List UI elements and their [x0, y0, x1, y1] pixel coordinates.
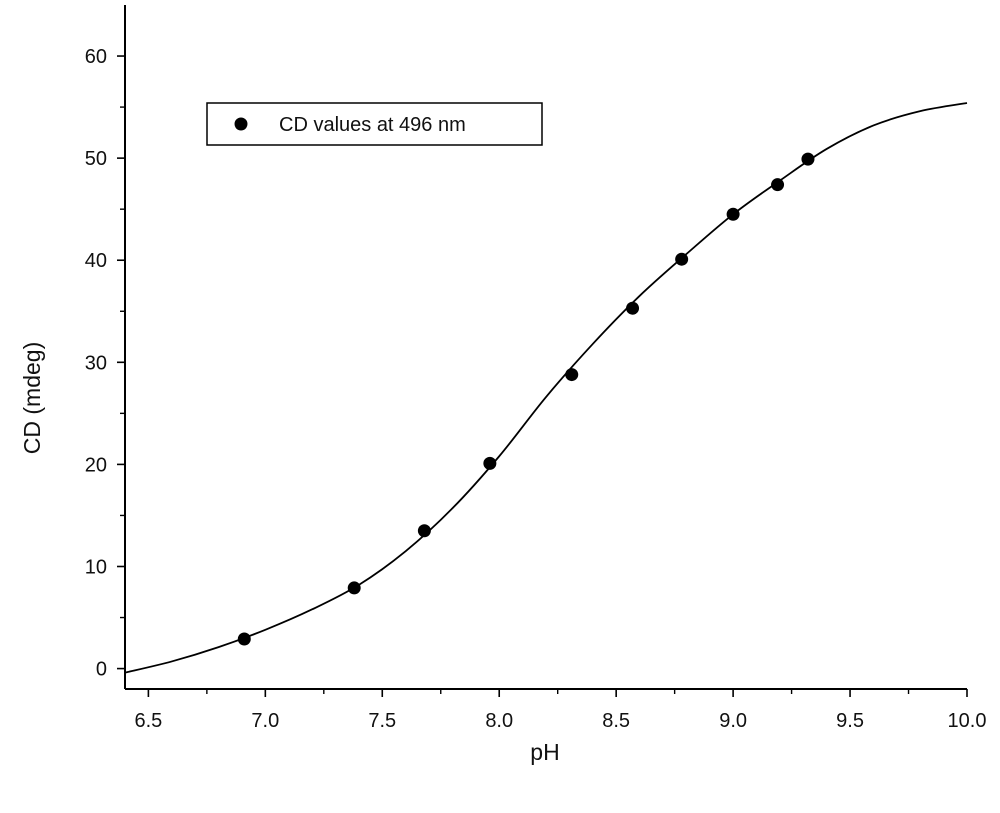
x-tick-label: 10.0	[948, 710, 987, 732]
legend-box	[206, 102, 543, 146]
data-point	[347, 581, 361, 595]
data-point	[565, 368, 579, 382]
y-tick-label: 30	[85, 352, 107, 374]
x-axis-title: pH	[530, 739, 559, 765]
x-tick-label: 8.5	[602, 710, 630, 732]
y-tick-label: 0	[96, 659, 107, 681]
y-tick-label: 50	[85, 148, 107, 170]
x-tick-label: 6.5	[134, 710, 162, 732]
y-tick-label: 60	[85, 46, 107, 68]
legend: CD values at 496 nm	[206, 102, 543, 146]
data-point	[237, 632, 251, 646]
x-tick-label: 9.5	[836, 710, 864, 732]
data-points-layer	[237, 152, 815, 646]
y-axis-title: CD (mdeg)	[19, 342, 45, 454]
x-tick-label: 9.0	[719, 710, 747, 732]
x-tick-label: 8.0	[485, 710, 513, 732]
legend-label: CD values at 496 nm	[279, 114, 466, 136]
y-tick-label: 10	[85, 556, 107, 578]
data-point	[726, 207, 740, 221]
y-tick-label: 20	[85, 454, 107, 476]
legend-marker	[234, 117, 248, 131]
x-tick-label: 7.0	[251, 710, 279, 732]
data-point	[675, 252, 689, 266]
fit-curve-layer	[124, 102, 968, 674]
x-tick-label: 7.5	[368, 710, 396, 732]
data-point	[626, 301, 640, 315]
data-point	[771, 178, 785, 192]
axes: 6.5 7.0 7.5 8.0 8.5 9.0 9.5 10.0 0 10 20 30 40 50 60	[85, 5, 987, 732]
data-point	[417, 524, 431, 538]
y-tick-label: 40	[85, 250, 107, 272]
fit-curve	[124, 102, 968, 674]
data-point	[483, 456, 497, 470]
data-point	[801, 152, 815, 166]
